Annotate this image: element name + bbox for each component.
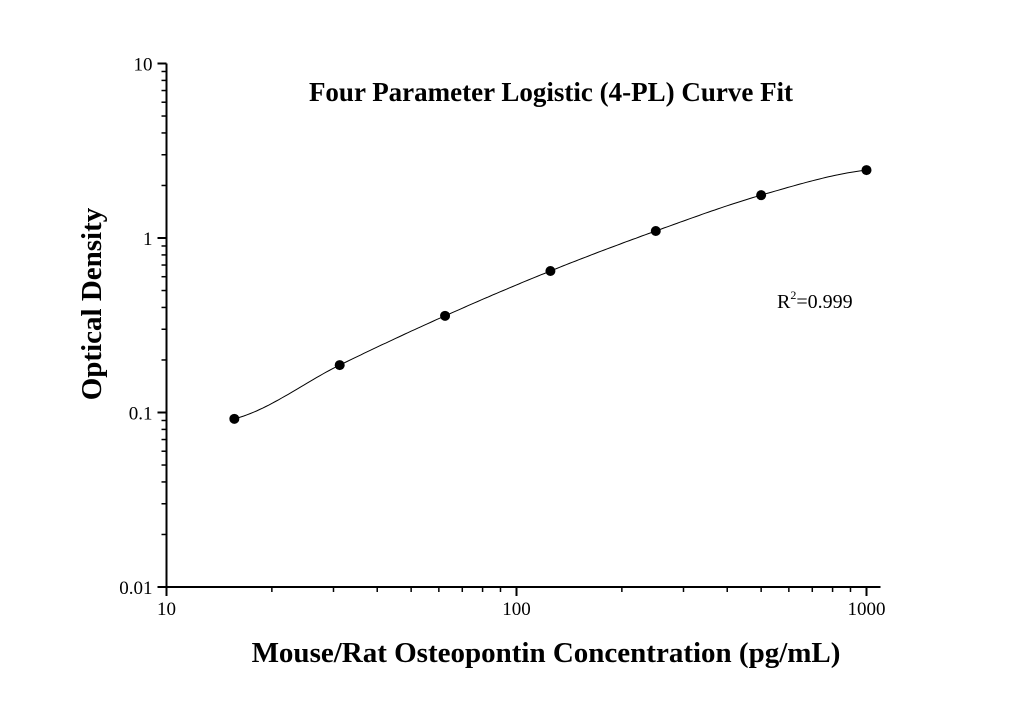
fit-curve	[234, 169, 867, 420]
y-axis-label: Optical Density	[76, 207, 108, 400]
data-point	[861, 165, 872, 176]
data-point	[334, 360, 345, 371]
y-tick-label: 0.01	[119, 578, 152, 599]
data-point	[756, 190, 767, 201]
data-point	[229, 413, 240, 424]
chart-title: Four Parameter Logistic (4-PL) Curve Fit	[309, 77, 793, 107]
x-axis-label: Mouse/Rat Osteopontin Concentration (pg/…	[252, 637, 841, 669]
r-squared-annotation: R2=0.999	[777, 288, 853, 313]
x-tick-label: 10	[157, 599, 176, 620]
data-point	[440, 310, 451, 321]
data-point	[650, 225, 661, 236]
x-tick-label: 100	[502, 599, 531, 620]
x-tick-label: 1000	[848, 599, 886, 620]
y-tick-label: 0.1	[129, 404, 153, 425]
y-tick-label: 10	[134, 55, 153, 76]
data-points	[229, 165, 872, 424]
axes: 0.01 0.1 1 10 10 100 1000	[119, 55, 885, 621]
data-point	[545, 265, 556, 276]
y-tick-label: 1	[143, 229, 153, 250]
